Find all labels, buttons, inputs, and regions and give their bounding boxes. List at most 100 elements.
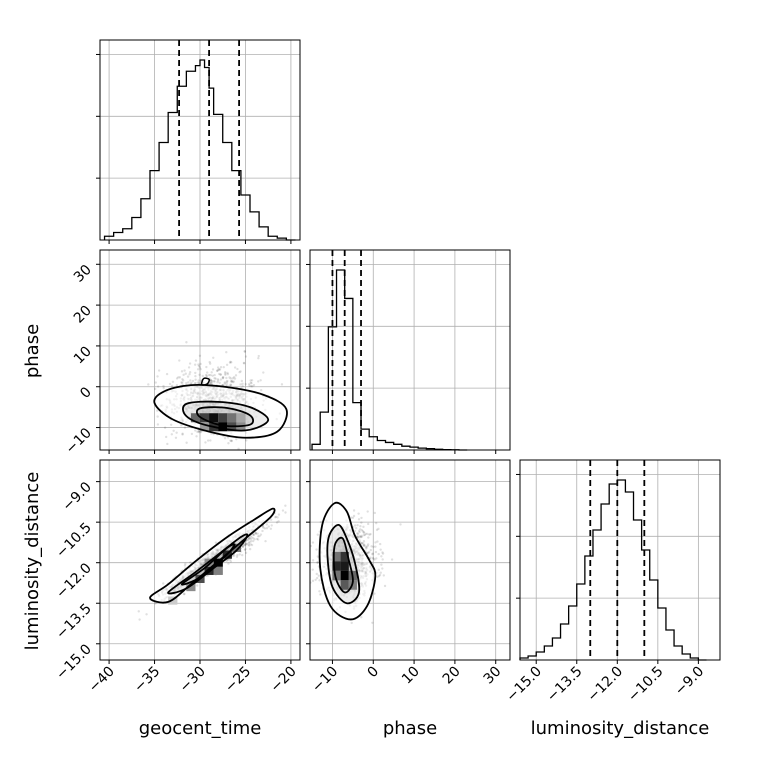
scatter-point bbox=[171, 380, 175, 384]
scatter-point bbox=[175, 431, 178, 434]
scatter-point bbox=[156, 423, 160, 426]
tick-label-x-geocent-time: −25 bbox=[222, 664, 254, 696]
scatter-point bbox=[177, 376, 180, 379]
scatter-point bbox=[180, 370, 184, 373]
scatter-point bbox=[248, 537, 251, 540]
scatter-point bbox=[244, 547, 247, 551]
density-cell bbox=[236, 413, 246, 423]
scatter-point bbox=[373, 558, 376, 561]
scatter-point bbox=[169, 423, 173, 426]
scatter-point bbox=[229, 560, 233, 563]
scatter-point bbox=[377, 568, 380, 572]
scatter-point bbox=[366, 510, 369, 513]
contour-line bbox=[200, 377, 210, 386]
scatter-point bbox=[249, 379, 252, 382]
scatter-point bbox=[245, 543, 249, 546]
density-cell bbox=[332, 570, 341, 581]
scatter-point bbox=[267, 525, 270, 528]
scatter-point bbox=[249, 543, 252, 546]
density-cell bbox=[231, 543, 241, 552]
histogram-geocent-time bbox=[103, 59, 296, 241]
scatter-point bbox=[209, 439, 212, 442]
scatter-point bbox=[232, 375, 236, 379]
scatter-point bbox=[259, 388, 263, 392]
scatter-point bbox=[207, 574, 210, 577]
scatter-point bbox=[355, 526, 358, 530]
scatter-point bbox=[244, 355, 248, 358]
scatter-point bbox=[180, 424, 183, 427]
tick-label-y-luminosity-distance: −12.0 bbox=[53, 560, 95, 602]
scatter-point bbox=[162, 386, 165, 390]
scatter-point bbox=[249, 538, 253, 541]
scatter-point bbox=[184, 372, 187, 375]
scatter-point bbox=[269, 518, 273, 521]
tick-label-y-luminosity-distance: −15.0 bbox=[53, 641, 95, 683]
x-axis-label-geocent-time: geocent_time bbox=[139, 718, 262, 739]
scatter-point bbox=[224, 370, 227, 374]
scatter-point bbox=[244, 543, 248, 546]
scatter-point bbox=[156, 409, 159, 412]
scatter-point bbox=[230, 380, 233, 384]
scatter-point bbox=[230, 380, 233, 383]
scatter-point bbox=[226, 379, 229, 383]
scatter-point bbox=[305, 532, 307, 534]
joint-geocent-time-luminosity-distance-frame bbox=[99, 459, 301, 661]
scatter-point bbox=[364, 547, 368, 550]
scatter-point bbox=[255, 537, 259, 541]
scatter-point bbox=[182, 592, 186, 596]
density-cell bbox=[340, 570, 349, 581]
scatter-point bbox=[262, 371, 265, 374]
scatter-point bbox=[371, 552, 374, 555]
scatter-point bbox=[198, 429, 201, 433]
scatter-point bbox=[206, 439, 210, 442]
scatter-point bbox=[194, 359, 198, 362]
scatter-point bbox=[360, 521, 363, 524]
scatter-point bbox=[236, 553, 239, 557]
contour-line bbox=[326, 523, 361, 605]
scatter-point bbox=[304, 558, 306, 560]
scatter-point bbox=[240, 379, 244, 383]
scatter-point bbox=[213, 380, 216, 383]
scatter-point bbox=[362, 539, 366, 543]
scatter-point bbox=[258, 534, 261, 538]
scatter-point bbox=[224, 373, 227, 376]
scatter-point bbox=[178, 359, 181, 362]
scatter-point bbox=[230, 361, 233, 364]
scatter-point bbox=[198, 430, 201, 434]
scatter-point bbox=[154, 602, 157, 605]
scatter-point bbox=[232, 380, 235, 384]
scatter-point bbox=[357, 512, 360, 515]
scatter-point bbox=[228, 384, 231, 387]
panel-scatter-geocent-time-luminosity-distance: −40 −35 −30 −25 −20 −15.0−13.5−12.0−10.5 −9.0 bbox=[53, 459, 301, 696]
joint-geocent-time-phase-frame bbox=[99, 249, 301, 451]
x-axis-label-luminosity-distance: luminosity_distance bbox=[531, 718, 710, 739]
scatter-point bbox=[357, 518, 361, 521]
tick-label-y-luminosity-distance: −13.5 bbox=[53, 601, 95, 643]
scatter-point bbox=[249, 540, 253, 543]
scatter-point bbox=[351, 516, 355, 519]
scatter-point bbox=[319, 593, 322, 596]
scatter-point bbox=[234, 374, 238, 377]
scatter-point bbox=[223, 437, 227, 440]
scatter-point bbox=[183, 564, 187, 567]
scatter-point bbox=[209, 381, 212, 384]
scatter-point bbox=[182, 373, 185, 377]
scatter-point bbox=[194, 378, 197, 381]
scatter-point bbox=[375, 528, 379, 532]
scatter-point bbox=[213, 373, 216, 377]
scatter-point bbox=[358, 534, 361, 538]
scatter-point bbox=[241, 545, 244, 548]
scatter-point bbox=[189, 379, 192, 382]
scatter-point bbox=[381, 552, 385, 555]
scatter-point bbox=[315, 572, 318, 576]
scatter-point bbox=[374, 545, 377, 548]
scatter-point bbox=[183, 369, 186, 372]
scatter-point bbox=[197, 364, 201, 368]
density-cell bbox=[200, 422, 210, 432]
scatter-point bbox=[197, 430, 200, 433]
scatter-point bbox=[304, 592, 306, 594]
scatter-point bbox=[196, 430, 199, 434]
scatter-point bbox=[229, 377, 232, 380]
scatter-point bbox=[147, 383, 150, 386]
scatter-point bbox=[310, 544, 313, 548]
